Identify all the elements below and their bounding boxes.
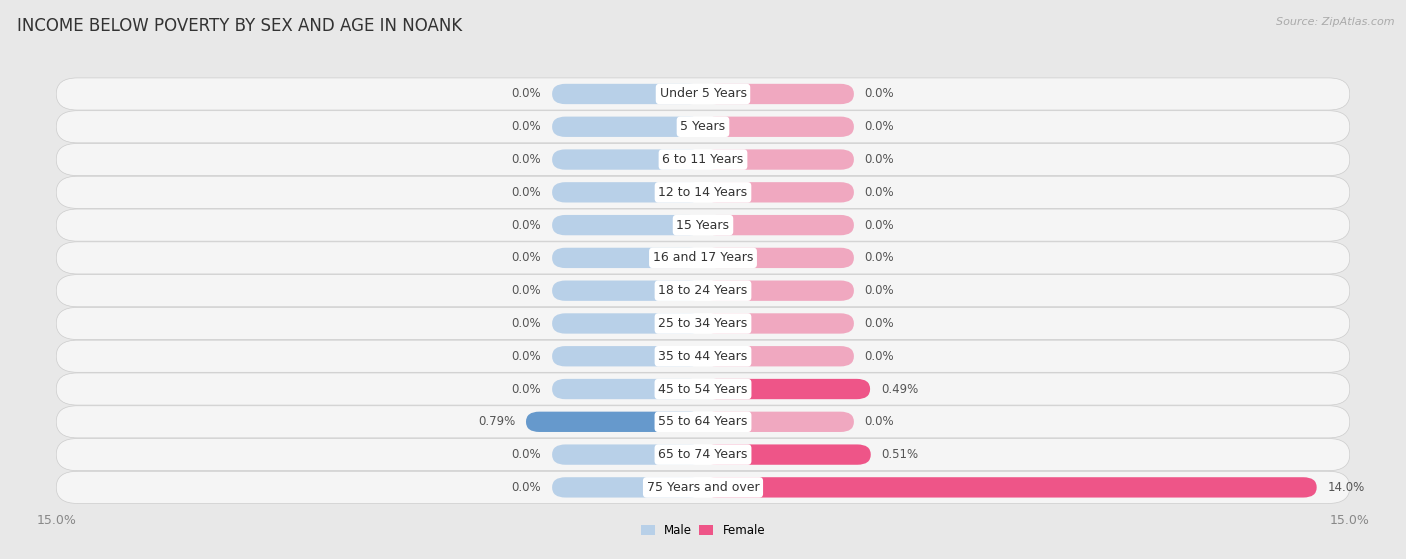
FancyBboxPatch shape — [553, 281, 703, 301]
Legend: Male, Female: Male, Female — [636, 519, 770, 542]
Text: 0.0%: 0.0% — [512, 481, 541, 494]
FancyBboxPatch shape — [553, 313, 703, 334]
Text: 0.0%: 0.0% — [865, 219, 894, 231]
Text: 25 to 34 Years: 25 to 34 Years — [658, 317, 748, 330]
Text: 12 to 14 Years: 12 to 14 Years — [658, 186, 748, 199]
Text: 0.0%: 0.0% — [865, 415, 894, 428]
FancyBboxPatch shape — [703, 346, 853, 366]
Text: 0.0%: 0.0% — [512, 382, 541, 396]
FancyBboxPatch shape — [553, 182, 703, 202]
Text: 45 to 54 Years: 45 to 54 Years — [658, 382, 748, 396]
FancyBboxPatch shape — [56, 78, 1350, 110]
FancyBboxPatch shape — [553, 379, 703, 399]
FancyBboxPatch shape — [703, 444, 870, 465]
Text: 0.0%: 0.0% — [512, 448, 541, 461]
Text: 0.0%: 0.0% — [512, 153, 541, 166]
Text: 0.0%: 0.0% — [512, 120, 541, 133]
Text: 0.0%: 0.0% — [512, 186, 541, 199]
Text: 16 and 17 Years: 16 and 17 Years — [652, 252, 754, 264]
FancyBboxPatch shape — [553, 248, 703, 268]
Text: INCOME BELOW POVERTY BY SEX AND AGE IN NOANK: INCOME BELOW POVERTY BY SEX AND AGE IN N… — [17, 17, 463, 35]
FancyBboxPatch shape — [703, 84, 853, 104]
FancyBboxPatch shape — [553, 215, 703, 235]
FancyBboxPatch shape — [56, 176, 1350, 209]
Text: 0.0%: 0.0% — [865, 350, 894, 363]
FancyBboxPatch shape — [703, 379, 870, 399]
FancyBboxPatch shape — [553, 117, 703, 137]
FancyBboxPatch shape — [703, 117, 853, 137]
FancyBboxPatch shape — [56, 242, 1350, 274]
FancyBboxPatch shape — [703, 182, 853, 202]
Text: 0.0%: 0.0% — [865, 284, 894, 297]
FancyBboxPatch shape — [56, 438, 1350, 471]
FancyBboxPatch shape — [703, 248, 853, 268]
Text: 15 Years: 15 Years — [676, 219, 730, 231]
FancyBboxPatch shape — [553, 149, 703, 170]
FancyBboxPatch shape — [703, 313, 853, 334]
Text: 0.0%: 0.0% — [865, 120, 894, 133]
Text: 35 to 44 Years: 35 to 44 Years — [658, 350, 748, 363]
Text: Source: ZipAtlas.com: Source: ZipAtlas.com — [1277, 17, 1395, 27]
Text: 65 to 74 Years: 65 to 74 Years — [658, 448, 748, 461]
FancyBboxPatch shape — [56, 209, 1350, 241]
Text: 14.0%: 14.0% — [1327, 481, 1365, 494]
FancyBboxPatch shape — [703, 477, 1316, 498]
FancyBboxPatch shape — [553, 444, 703, 465]
Text: 0.0%: 0.0% — [865, 186, 894, 199]
FancyBboxPatch shape — [56, 144, 1350, 176]
FancyBboxPatch shape — [526, 411, 703, 432]
Text: 75 Years and over: 75 Years and over — [647, 481, 759, 494]
FancyBboxPatch shape — [553, 477, 703, 498]
FancyBboxPatch shape — [56, 274, 1350, 307]
Text: Under 5 Years: Under 5 Years — [659, 87, 747, 101]
Text: 0.0%: 0.0% — [512, 252, 541, 264]
FancyBboxPatch shape — [553, 346, 703, 366]
Text: 0.0%: 0.0% — [512, 219, 541, 231]
Text: 0.0%: 0.0% — [512, 350, 541, 363]
FancyBboxPatch shape — [56, 340, 1350, 372]
FancyBboxPatch shape — [56, 307, 1350, 339]
FancyBboxPatch shape — [553, 84, 703, 104]
FancyBboxPatch shape — [56, 373, 1350, 405]
Text: 5 Years: 5 Years — [681, 120, 725, 133]
FancyBboxPatch shape — [703, 149, 853, 170]
FancyBboxPatch shape — [56, 406, 1350, 438]
FancyBboxPatch shape — [703, 281, 853, 301]
Text: 0.0%: 0.0% — [865, 87, 894, 101]
Text: 0.0%: 0.0% — [512, 317, 541, 330]
Text: 6 to 11 Years: 6 to 11 Years — [662, 153, 744, 166]
Text: 0.51%: 0.51% — [882, 448, 918, 461]
FancyBboxPatch shape — [703, 411, 853, 432]
Text: 0.0%: 0.0% — [865, 317, 894, 330]
Text: 0.79%: 0.79% — [478, 415, 515, 428]
Text: 55 to 64 Years: 55 to 64 Years — [658, 415, 748, 428]
FancyBboxPatch shape — [56, 471, 1350, 504]
FancyBboxPatch shape — [56, 111, 1350, 143]
Text: 0.0%: 0.0% — [865, 252, 894, 264]
Text: 0.0%: 0.0% — [512, 87, 541, 101]
Text: 0.49%: 0.49% — [882, 382, 918, 396]
Text: 18 to 24 Years: 18 to 24 Years — [658, 284, 748, 297]
FancyBboxPatch shape — [703, 215, 853, 235]
Text: 0.0%: 0.0% — [512, 284, 541, 297]
Text: 0.0%: 0.0% — [865, 153, 894, 166]
